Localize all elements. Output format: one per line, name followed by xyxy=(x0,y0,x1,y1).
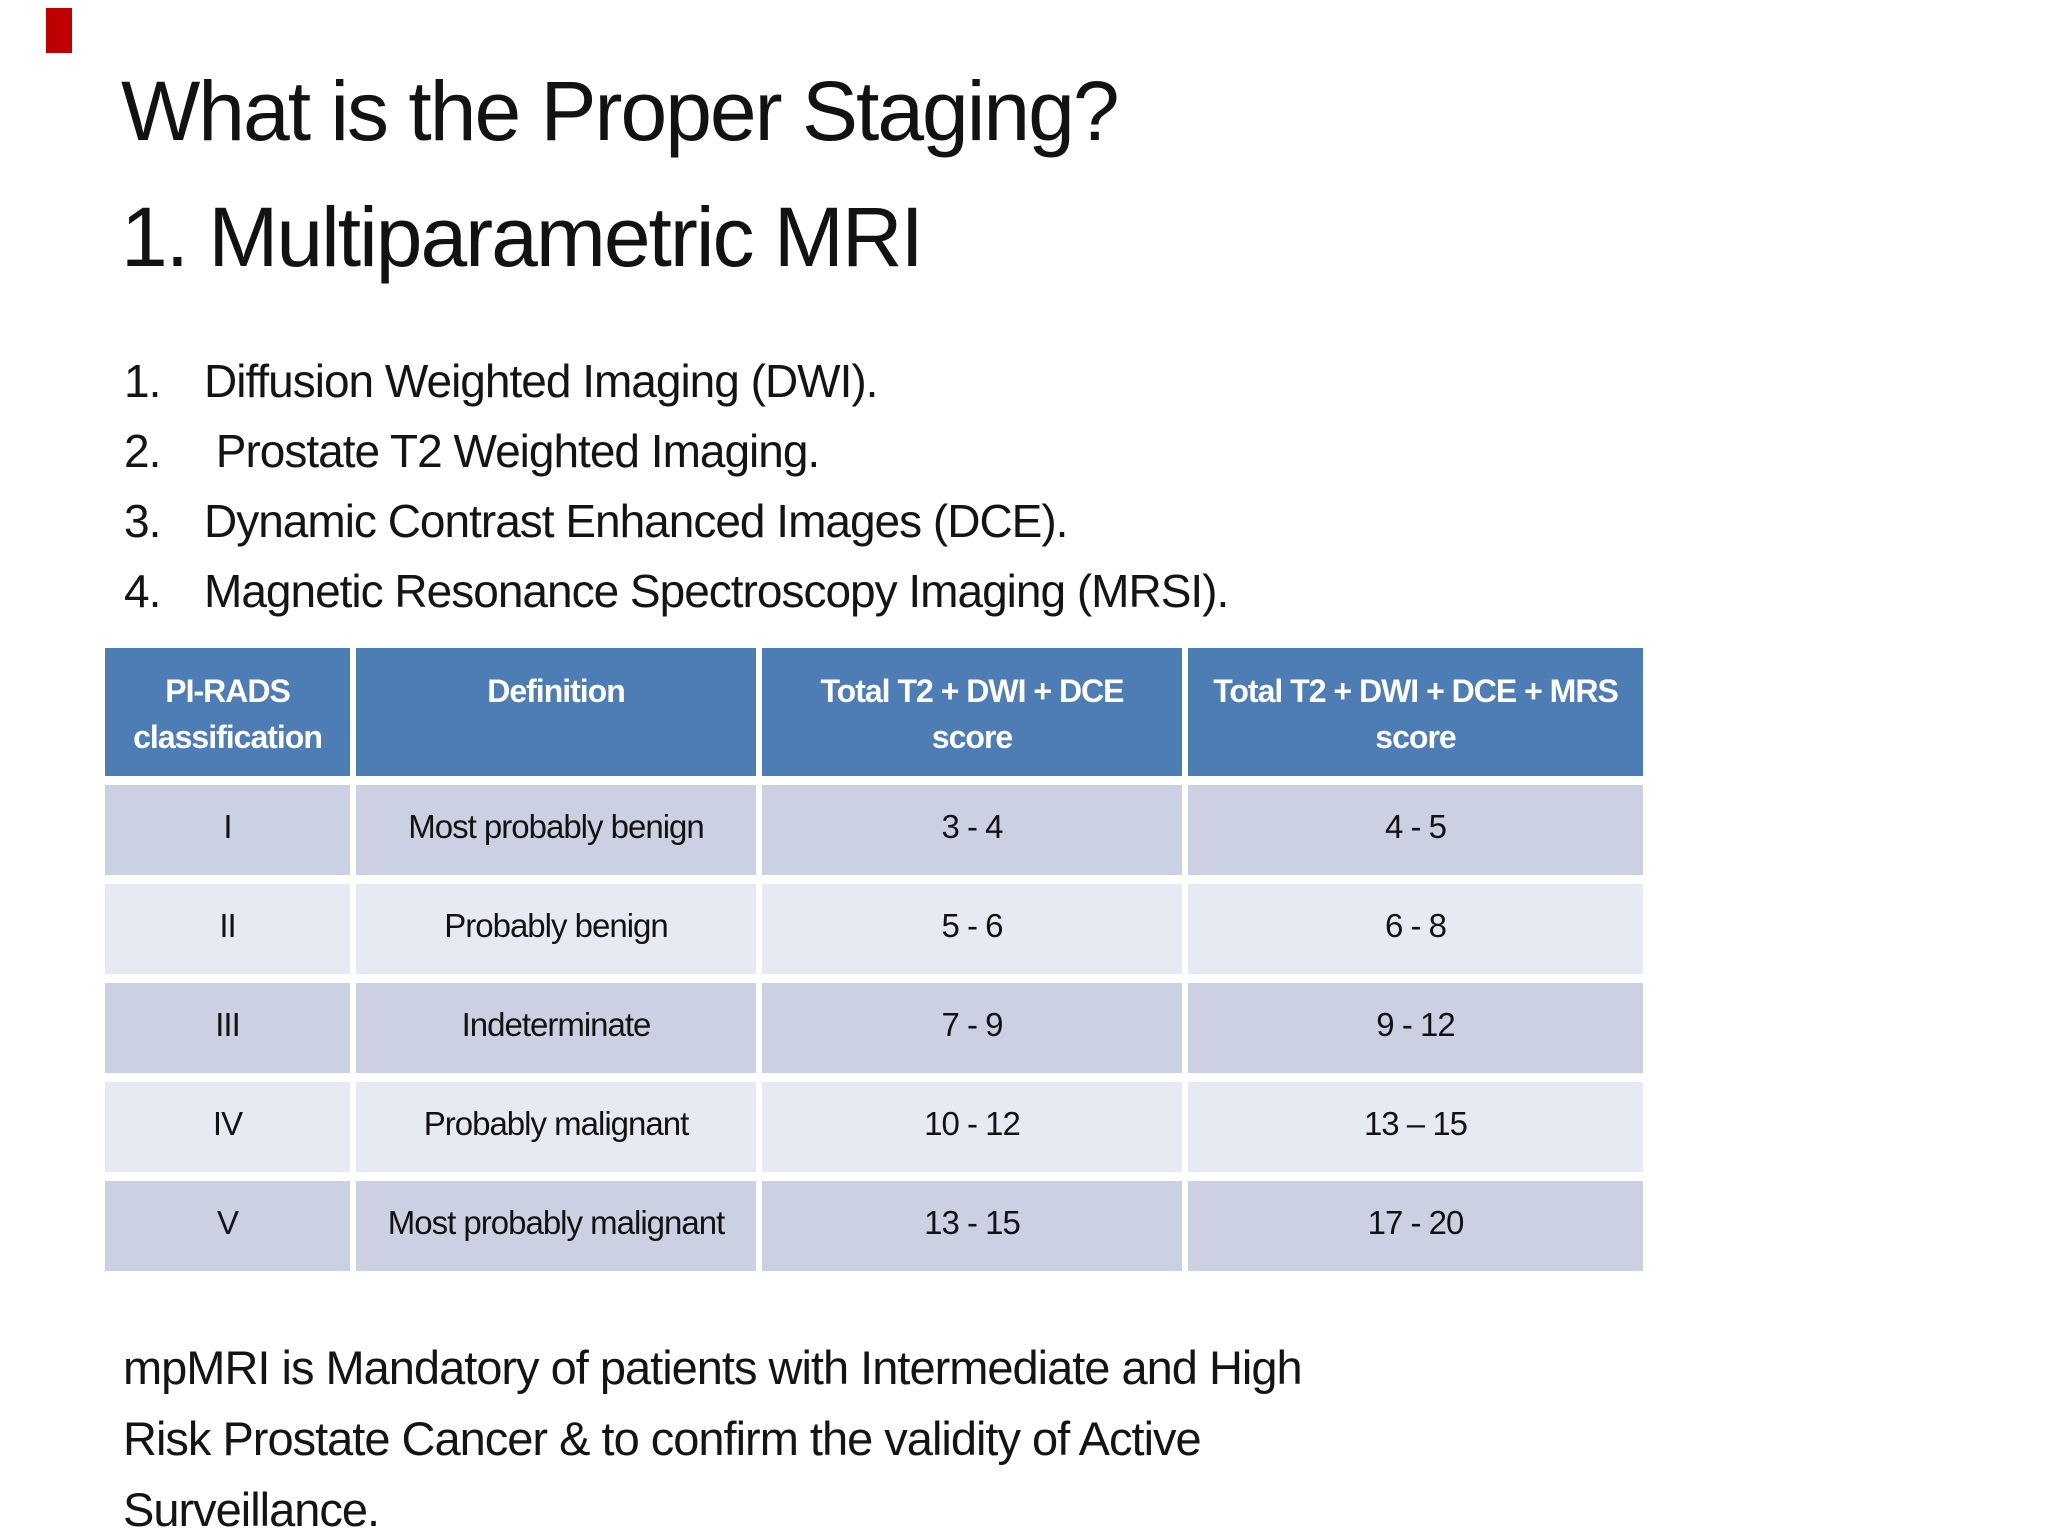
table-cell: 13 – 15 xyxy=(1188,1082,1643,1172)
table-cell: 7 - 9 xyxy=(762,983,1182,1073)
list-item: 4. Magnetic Resonance Spectroscopy Imagi… xyxy=(124,556,1229,626)
footer-line: Risk Prostate Cancer & to confirm the va… xyxy=(123,1412,1202,1465)
slide-title: What is the Proper Staging? 1. Multipara… xyxy=(121,48,1120,300)
table-cell: 13 - 15 xyxy=(762,1181,1182,1271)
table-cell: 17 - 20 xyxy=(1188,1181,1643,1271)
numbered-list: 1. Diffusion Weighted Imaging (DWI). 2. … xyxy=(124,346,1229,626)
list-item-number: 1. xyxy=(124,355,161,407)
table-cell: Probably benign xyxy=(356,884,756,974)
list-item: 2. Prostate T2 Weighted Imaging. xyxy=(124,416,1228,486)
table-cell: Most probably malignant xyxy=(356,1181,756,1271)
table-cell: Most probably benign xyxy=(356,785,756,875)
list-item: 3. Dynamic Contrast Enhanced Images (DCE… xyxy=(124,486,1228,556)
header-line: Total T2 + DWI + DCE xyxy=(820,673,1125,709)
footer-paragraph: mpMRI is Mandatory of patients with Inte… xyxy=(123,1332,1623,1536)
slide-title-line1: What is the Proper Staging? xyxy=(121,64,1120,158)
table-header-cell: Definition xyxy=(356,648,756,776)
list-item-text: Dynamic Contrast Enhanced Images (DCE). xyxy=(204,495,1068,547)
list-item-number: 2. xyxy=(124,425,161,477)
table-cell: II xyxy=(105,884,350,974)
list-item-text: Magnetic Resonance Spectroscopy Imaging … xyxy=(204,565,1229,617)
pirads-table: PI-RADS classification Definition Total … xyxy=(105,648,1643,1271)
table-cell: 10 - 12 xyxy=(762,1082,1182,1172)
list-item-number: 3. xyxy=(124,495,161,547)
table-cell: I xyxy=(105,785,350,875)
table-header-cell: Total T2 + DWI + DCE score xyxy=(762,648,1182,776)
table-cell: IV xyxy=(105,1082,350,1172)
table-cell: 4 - 5 xyxy=(1188,785,1643,875)
list-item-text: Prostate T2 Weighted Imaging. xyxy=(204,425,820,477)
table-cell: 9 - 12 xyxy=(1188,983,1643,1073)
list-item-number: 4. xyxy=(124,565,161,617)
table-cell: Indeterminate xyxy=(356,983,756,1073)
table-cell: 6 - 8 xyxy=(1188,884,1643,974)
table-cell: V xyxy=(105,1181,350,1271)
table-cell: III xyxy=(105,983,350,1073)
table-header-cell: Total T2 + DWI + DCE + MRS score xyxy=(1188,648,1643,776)
header-line: classification xyxy=(133,719,323,755)
footer-line: mpMRI is Mandatory of patients with Inte… xyxy=(123,1341,1303,1394)
table-cell: 5 - 6 xyxy=(762,884,1182,974)
slide-title-line2: 1. Multiparametric MRI xyxy=(121,190,924,284)
header-line: Definition xyxy=(487,673,626,709)
footer-line: Surveillance. xyxy=(123,1483,380,1536)
table-cell: Probably malignant xyxy=(356,1082,756,1172)
list-item: 1. Diffusion Weighted Imaging (DWI). xyxy=(124,346,1228,416)
header-line: Total T2 + DWI + DCE + MRS xyxy=(1213,673,1619,709)
list-item-text: Diffusion Weighted Imaging (DWI). xyxy=(204,355,878,407)
header-line: score xyxy=(931,719,1013,755)
table-cell: 3 - 4 xyxy=(762,785,1182,875)
header-line: score xyxy=(1375,719,1456,755)
video-artifact-bar xyxy=(46,8,72,53)
table-header-cell: PI-RADS classification xyxy=(105,648,350,776)
header-line: PI-RADS xyxy=(165,673,291,709)
